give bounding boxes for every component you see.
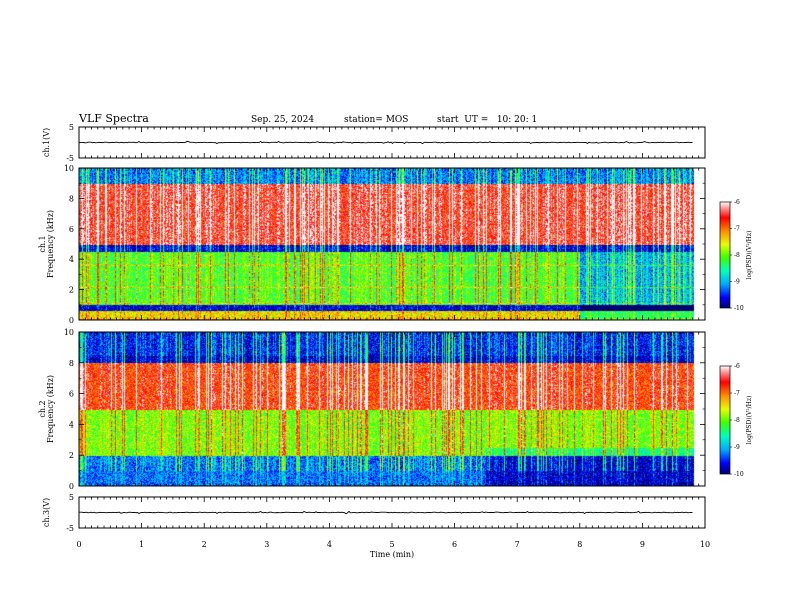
ch1-colorbar-tick-label: -10 <box>734 305 744 312</box>
ch2-spectrogram-image <box>79 332 705 486</box>
ch1-spectrogram-image <box>79 168 705 320</box>
spectrogram-ch2-y-tick-label: 2 <box>69 451 74 460</box>
spectrogram-ch2-y-tick-label: 6 <box>69 390 74 399</box>
x-tick-label: 8 <box>577 540 582 549</box>
spectrogram-ch2-ylabel: ch.2 <box>38 400 47 417</box>
spectrogram-ch1-y-tick-label: 4 <box>69 255 74 264</box>
spectrogram-ch1-y-tick-label: 10 <box>64 164 74 173</box>
spectrogram-ch2-y-tick-label: 0 <box>69 482 74 491</box>
spectrogram-ch2-y-tick-label: 8 <box>69 359 74 368</box>
ch1-colorbar-tick-label: -7 <box>734 226 740 233</box>
x-tick-label: 7 <box>515 540 520 549</box>
waveform-ch3-y-tick-label: 5 <box>69 493 74 502</box>
spectrogram-ch1-y-tick-label: 2 <box>69 286 74 295</box>
spectrogram-ch2-ylabel: Frequency (kHz) <box>46 375 55 443</box>
x-tick-label: 2 <box>202 540 207 549</box>
x-tick-label: 4 <box>327 540 332 549</box>
waveform-ch3-ylabel: ch.3(V) <box>42 498 51 527</box>
start-time-label: start UT = 10: 20: 1 <box>437 115 538 125</box>
ch2-colorbar-tick-label: -8 <box>734 417 740 424</box>
date-label: Sep. 25, 2024 <box>251 115 315 125</box>
ch1-colorbar-tick-label: -8 <box>734 252 740 259</box>
x-tick-label: 9 <box>640 540 645 549</box>
spectrogram-ch2-y-tick-label: 10 <box>64 328 74 337</box>
spectrogram-ch2-y-tick-label: 4 <box>69 420 74 429</box>
ch2-colorbar-tick-label: -9 <box>734 444 740 451</box>
x-tick-label: 3 <box>264 540 269 549</box>
ch1-waveform-trace <box>78 140 693 145</box>
spectrogram-ch1-y-tick-label: 8 <box>69 194 74 203</box>
ch2-colorbar-label: log(PSD)(V²/Hz) <box>746 396 753 445</box>
ch3-waveform-trace <box>78 510 693 515</box>
figure-title: VLF Spectra <box>79 112 149 125</box>
x-tick-label: 5 <box>389 540 394 549</box>
waveform-ch1-y-tick-label: -5 <box>66 154 74 163</box>
ch2-colorbar-tick-label: -6 <box>734 363 740 370</box>
spectrogram-ch1-y-tick-label: 0 <box>69 316 74 325</box>
x-tick-label: 10 <box>700 540 710 549</box>
x-tick-label: 0 <box>76 540 81 549</box>
x-tick-label: 1 <box>139 540 144 549</box>
station-label: station= MOS <box>344 115 409 125</box>
waveform-ch1-y-tick-label: 5 <box>69 123 74 132</box>
ch1-colorbar-tick-label: -9 <box>734 279 740 286</box>
ch1-colorbar <box>719 201 731 309</box>
spectrogram-ch1-y-tick-label: 6 <box>69 225 74 234</box>
ch2-colorbar <box>719 365 731 475</box>
waveform-ch1-ylabel: ch.1(V) <box>42 128 51 157</box>
spectrogram-ch1-ylabel: ch.1 <box>38 235 47 252</box>
ch2-colorbar-tick-label: -7 <box>734 390 740 397</box>
spectrogram-ch1-ylabel: Frequency (kHz) <box>46 210 55 278</box>
ch1-colorbar-label: log(PSD)(V²/Hz) <box>746 231 753 280</box>
x-tick-label: 6 <box>452 540 457 549</box>
ch2-colorbar-tick-label: -10 <box>734 471 744 478</box>
x-axis-label: Time (min) <box>370 550 414 559</box>
ch1-colorbar-tick-label: -6 <box>734 199 740 206</box>
waveform-ch3-y-tick-label: -5 <box>66 524 74 533</box>
